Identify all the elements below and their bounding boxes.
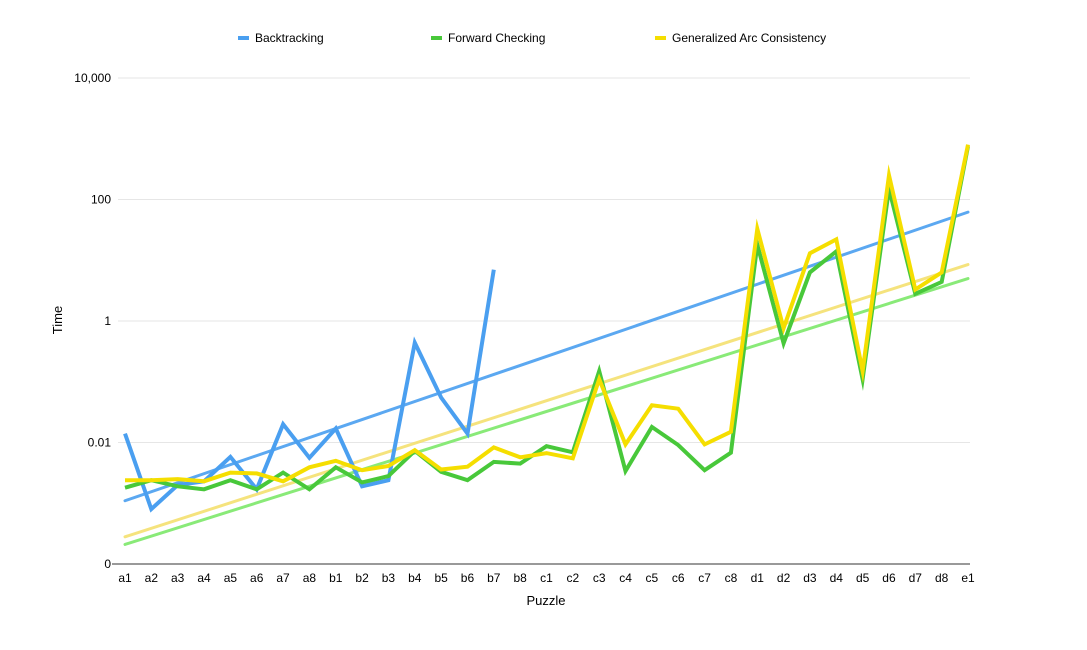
x-tick-label: d6 (882, 571, 896, 585)
legend: Backtracking Forward Checking Generalized … (238, 31, 826, 45)
x-tick-label: b2 (355, 571, 369, 585)
y-axis-title: Time (50, 306, 65, 334)
x-tick-label: a1 (118, 571, 132, 585)
x-tick-label: c5 (646, 571, 659, 585)
x-tick-label: a8 (303, 571, 317, 585)
legend-item: Backtracking (238, 31, 324, 45)
x-axis-ticks: a1 a2 a3 a4 a5 a6 a7 a8 b1 b2 b3 b4 b5 b6 b7 b8 c1 c2 c3 c4… (118, 571, 975, 585)
x-tick-label: b1 (329, 571, 343, 585)
x-tick-label: c3 (593, 571, 606, 585)
series-line (125, 144, 970, 484)
x-tick-label: a2 (145, 571, 159, 585)
y-tick-label: 0 (104, 557, 111, 571)
y-tick-label: 100 (91, 193, 111, 207)
x-tick-label: e1 (961, 571, 975, 585)
y-axis-ticks: 0 0.01 1 100 10,000 (74, 71, 111, 571)
x-tick-label: b3 (382, 571, 396, 585)
x-tick-label: a5 (224, 571, 238, 585)
x-tick-label: d8 (935, 571, 949, 585)
x-tick-label: c2 (567, 571, 580, 585)
x-tick-label: b8 (513, 571, 527, 585)
y-tick-label: 1 (104, 314, 111, 328)
y-tick-label: 10,000 (74, 71, 111, 85)
series-line (123, 269, 496, 513)
x-tick-label: a6 (250, 571, 264, 585)
grid-lines (118, 77, 970, 443)
y-tick-label: 0.01 (88, 436, 112, 450)
x-tick-label: c1 (540, 571, 553, 585)
x-tick-label: b6 (461, 571, 475, 585)
x-tick-label: d2 (777, 571, 791, 585)
legend-item: Forward Checking (431, 31, 545, 45)
x-tick-label: b4 (408, 571, 422, 585)
x-tick-label: b7 (487, 571, 501, 585)
x-tick-label: d4 (830, 571, 844, 585)
x-tick-label: b5 (434, 571, 448, 585)
x-tick-label: c7 (698, 571, 711, 585)
x-tick-label: d1 (751, 571, 765, 585)
legend-item: Generalized Arc Consistency (655, 31, 826, 45)
x-tick-label: d7 (909, 571, 923, 585)
legend-label: Backtracking (255, 31, 324, 45)
trendline (123, 210, 970, 503)
legend-label: Forward Checking (448, 31, 545, 45)
x-tick-label: a4 (197, 571, 211, 585)
x-tick-label: d3 (803, 571, 817, 585)
series-lines (123, 144, 970, 513)
trendline (123, 277, 970, 546)
x-tick-label: c4 (619, 571, 632, 585)
x-tick-label: c6 (672, 571, 685, 585)
legend-label: Generalized Arc Consistency (672, 31, 826, 45)
x-axis-title: Puzzle (526, 593, 565, 608)
x-tick-label: a7 (276, 571, 290, 585)
trendline (123, 263, 970, 539)
x-tick-label: a3 (171, 571, 185, 585)
x-tick-label: c8 (725, 571, 738, 585)
series-line (124, 145, 970, 492)
x-tick-label: d5 (856, 571, 870, 585)
